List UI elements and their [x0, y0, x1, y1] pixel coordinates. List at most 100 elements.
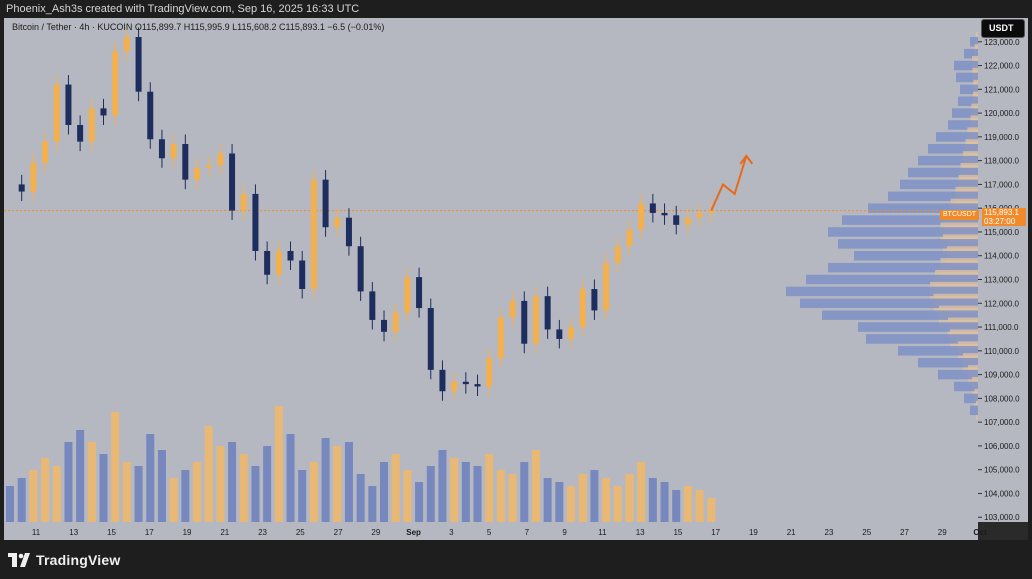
x-tick-label: Sep — [406, 528, 421, 537]
profile-bar — [898, 346, 978, 356]
candle-body — [322, 179, 329, 228]
volume-bar — [555, 482, 564, 522]
profile-bar — [928, 144, 978, 154]
volume-bar — [450, 458, 459, 522]
profile-bar — [868, 203, 978, 213]
volume-bar — [99, 454, 108, 522]
profile-bar — [822, 310, 978, 320]
volume-bar — [426, 466, 435, 522]
x-tick-label: 21 — [787, 528, 796, 537]
profile-bar — [908, 167, 978, 178]
candle-body — [661, 212, 668, 216]
volume-bar — [496, 470, 505, 522]
profile-bar — [858, 322, 978, 332]
volume-profile — [786, 32, 978, 420]
volume-bar — [274, 406, 283, 522]
candle-body — [42, 141, 49, 164]
x-tick-label: 9 — [562, 528, 567, 537]
volume-bar — [204, 426, 213, 522]
candle-body — [673, 215, 680, 225]
candle-body — [147, 91, 154, 140]
candle-body — [345, 217, 352, 247]
x-tick-label: 21 — [220, 528, 229, 537]
x-tick-label: 5 — [487, 528, 492, 537]
time-axis[interactable] — [4, 522, 978, 540]
profile-bar — [838, 239, 978, 249]
candle-body — [240, 193, 247, 211]
volume-bar — [333, 446, 342, 522]
volume-bar — [286, 434, 295, 522]
candle-body — [696, 212, 703, 218]
profile-bar — [952, 108, 978, 118]
volume-bar — [707, 498, 716, 522]
y-tick-label: 119,000.0 — [984, 133, 1020, 142]
candle-body — [451, 381, 458, 392]
volume-bar — [368, 486, 377, 522]
volume-bar — [239, 454, 248, 522]
volume-bar — [52, 466, 61, 522]
volume-bar — [29, 470, 38, 522]
profile-bar — [956, 72, 978, 83]
x-tick-label: 13 — [636, 528, 645, 537]
x-tick-label: 19 — [749, 528, 758, 537]
tradingview-logo[interactable]: TradingView — [8, 552, 120, 568]
price-series — [4, 27, 978, 401]
x-tick-label: 15 — [673, 528, 682, 537]
volume-bar — [380, 462, 389, 522]
volume-bar — [87, 442, 96, 522]
candle-body — [135, 37, 142, 92]
currency-badge[interactable]: USDT — [981, 19, 1025, 38]
candle-body — [638, 203, 645, 230]
candle-body — [381, 319, 388, 332]
candle-body — [252, 193, 259, 251]
last-price-tag: 115,893.1 03:27:00 — [982, 208, 1026, 226]
candle-body — [649, 203, 656, 213]
countdown: 03:27:00 — [984, 217, 1016, 226]
candle-body — [112, 51, 119, 116]
candle-body — [556, 329, 563, 339]
candle-body — [684, 217, 691, 225]
profile-bar — [954, 60, 978, 71]
price-chart[interactable]: 103,000.0 104,000.0 105,000.0 106,000.0 107,… — [4, 18, 1028, 540]
x-tick-label: 17 — [711, 528, 720, 537]
profile-bar — [958, 96, 978, 106]
profile-bar — [900, 179, 978, 190]
volume-bar — [228, 442, 237, 522]
volume-bar — [520, 462, 529, 522]
volume-bar — [309, 462, 318, 522]
candle-body — [591, 289, 598, 311]
y-tick-label: 123,000.0 — [984, 38, 1020, 47]
candle-body — [205, 165, 212, 168]
y-tick-label: 105,000.0 — [984, 466, 1020, 475]
volume-bar — [251, 466, 260, 522]
y-tick-label: 122,000.0 — [984, 62, 1020, 71]
candle-body — [30, 163, 37, 192]
volume-bar — [76, 430, 85, 522]
x-tick-label: 29 — [371, 528, 380, 537]
arrow-head-icon — [739, 154, 754, 165]
volume-bar — [146, 434, 155, 522]
volume-bar — [508, 474, 517, 522]
candle-body — [275, 250, 282, 275]
y-tick-label: 117,000.0 — [984, 180, 1020, 189]
candle-body — [194, 167, 201, 180]
volume-bar — [578, 474, 587, 522]
x-tick-label: 23 — [825, 528, 834, 537]
volume-bar — [6, 486, 14, 522]
x-tick-label: 11 — [32, 528, 41, 537]
volume-bar — [625, 474, 634, 522]
brand-name: TradingView — [36, 552, 121, 568]
plot-area[interactable] — [4, 18, 978, 522]
x-tick-label: 25 — [862, 528, 871, 537]
candle-body — [509, 300, 516, 318]
candle-body — [158, 139, 165, 159]
volume-bar — [602, 478, 611, 522]
candle-body — [404, 277, 411, 313]
profile-bar — [938, 369, 978, 380]
volume-bar — [567, 486, 576, 522]
x-tick-label: 17 — [145, 528, 154, 537]
price-axis[interactable] — [978, 18, 1028, 522]
x-tick-label: 3 — [449, 528, 454, 537]
volume-bar — [461, 462, 470, 522]
volume-bar — [695, 490, 704, 522]
